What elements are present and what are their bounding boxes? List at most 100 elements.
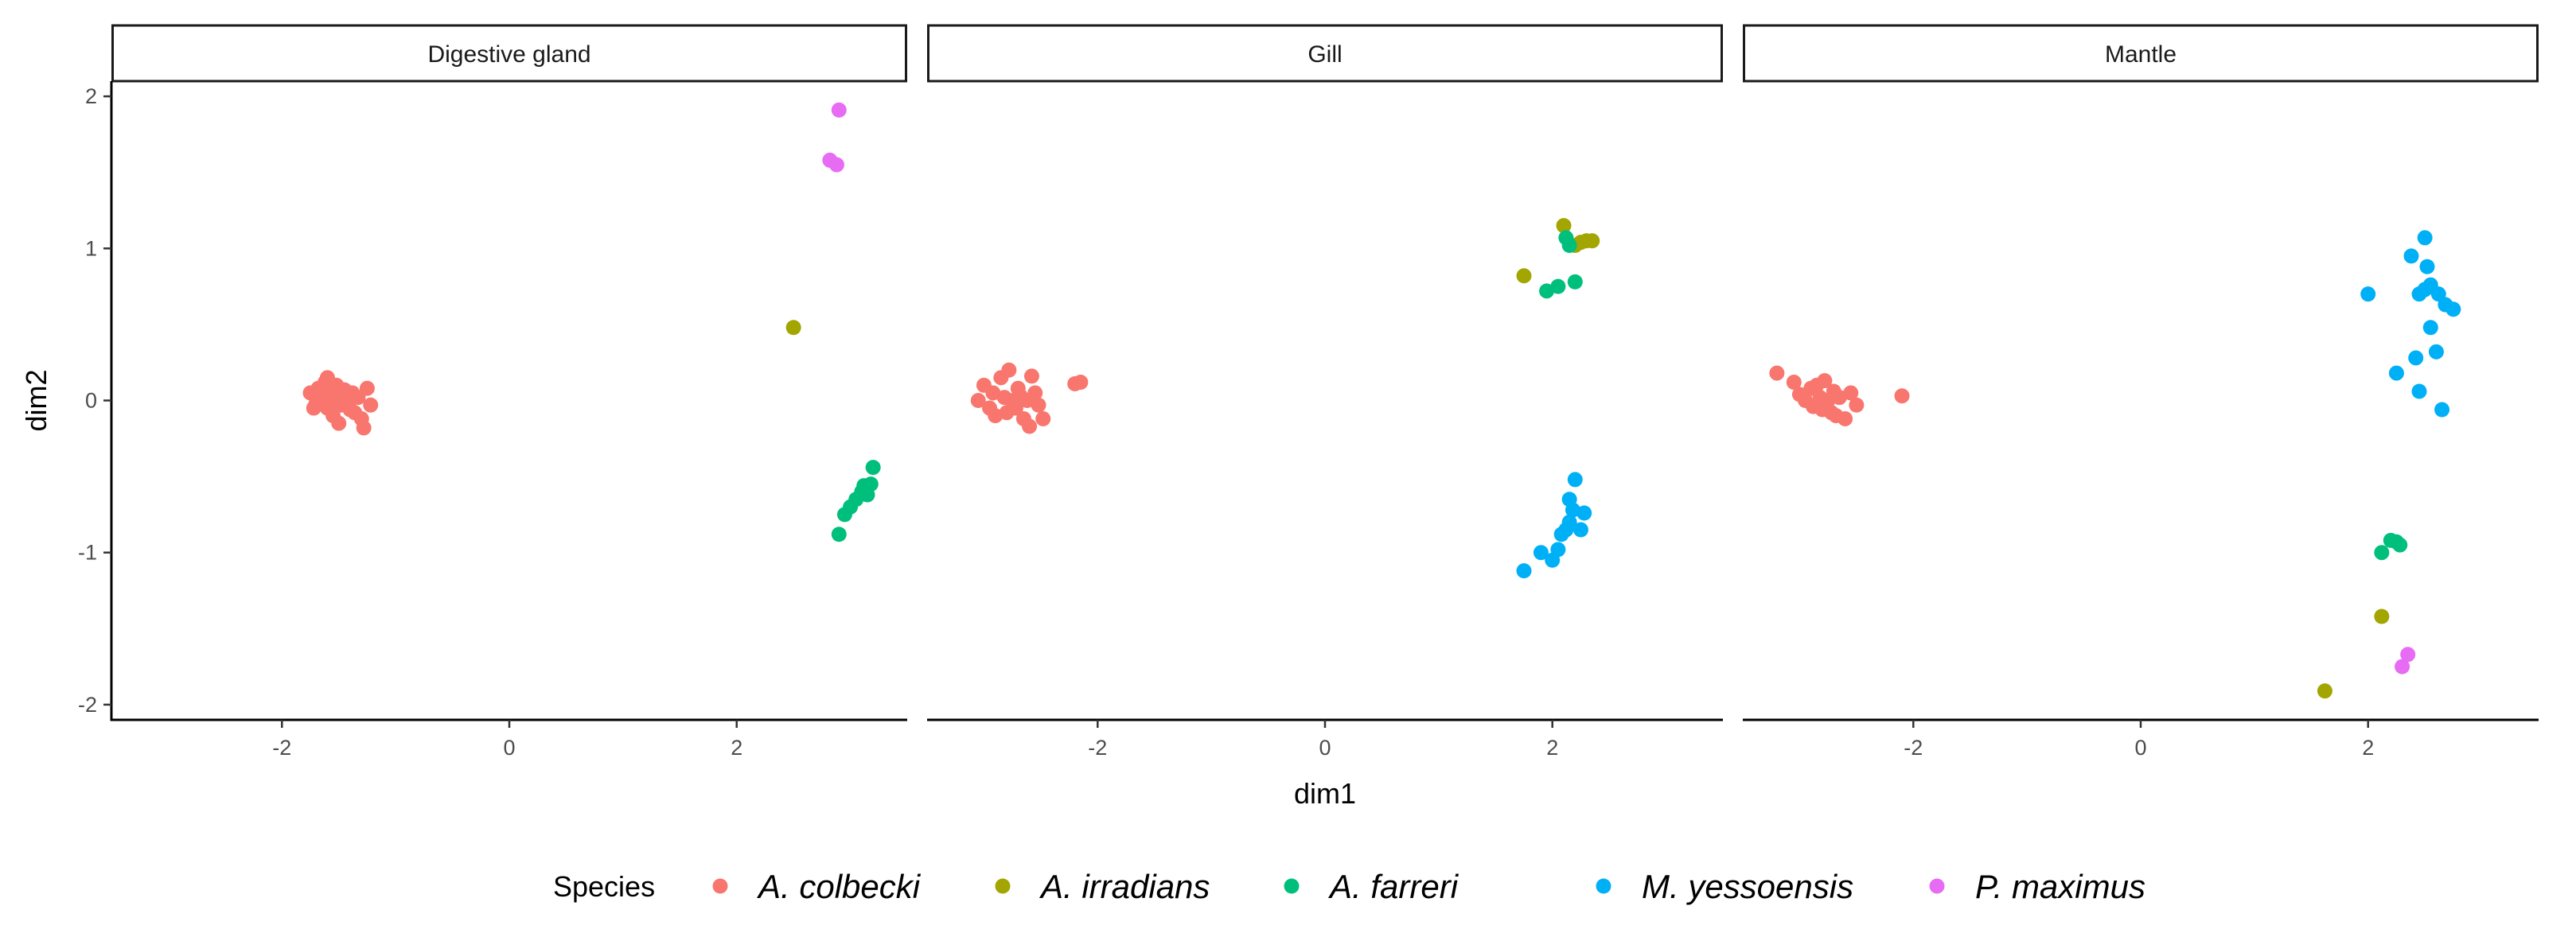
- data-point: [831, 102, 847, 118]
- data-point: [359, 380, 375, 396]
- data-point: [1007, 400, 1023, 416]
- legend-key: [1929, 878, 1945, 894]
- data-point: [2403, 248, 2419, 264]
- data-point: [1567, 472, 1583, 488]
- data-point: [1831, 390, 1847, 406]
- data-point: [1023, 368, 1039, 384]
- data-point: [2428, 344, 2444, 360]
- data-point: [1565, 502, 1580, 518]
- x-tick-label: 0: [1319, 736, 1331, 760]
- data-point: [2417, 230, 2433, 246]
- y-tick-label: -2: [78, 693, 97, 717]
- data-point: [988, 408, 1004, 424]
- data-point: [2374, 545, 2390, 561]
- legend-label: A. irradians: [1039, 868, 1210, 905]
- data-point: [1027, 385, 1043, 401]
- legend-key: [712, 878, 728, 894]
- data-point: [831, 527, 847, 542]
- legend: Species A. colbecki A. irradians A. farrer…: [553, 868, 2145, 905]
- x-tick-label: -2: [272, 736, 291, 760]
- data-point: [356, 420, 372, 436]
- data-point: [2360, 286, 2376, 302]
- facet-panel-2: Mantle -2 0 2: [1743, 24, 2539, 760]
- y-tick-label: 2: [85, 84, 97, 108]
- data-point: [1533, 545, 1549, 561]
- legend-key: [1284, 878, 1300, 894]
- legend-key: [995, 878, 1011, 894]
- data-point: [331, 415, 347, 431]
- data-point: [2408, 350, 2424, 366]
- facet-strip-label: Mantle: [2105, 41, 2177, 68]
- data-point: [2400, 647, 2416, 663]
- data-point: [1001, 362, 1017, 378]
- data-point: [1031, 397, 1046, 413]
- data-point: [863, 476, 879, 492]
- data-point: [1556, 218, 1572, 234]
- x-tick-label: 2: [731, 736, 742, 760]
- data-point: [306, 400, 322, 416]
- data-point: [2395, 659, 2410, 675]
- data-point: [2445, 301, 2461, 317]
- y-tick-label: 0: [85, 389, 97, 413]
- legend-key: [1596, 878, 1611, 894]
- data-point: [1516, 563, 1532, 579]
- data-point: [1022, 418, 1038, 434]
- data-point: [1837, 410, 1853, 426]
- data-point: [785, 320, 801, 336]
- data-point: [1894, 388, 1910, 404]
- legend-label: A. colbecki: [756, 868, 922, 905]
- data-point: [1584, 233, 1600, 249]
- data-point: [1073, 375, 1089, 391]
- data-point: [1550, 542, 1566, 558]
- facet-strip: [111, 24, 907, 83]
- data-point: [2411, 383, 2427, 399]
- y-tick-label: -1: [78, 541, 97, 565]
- data-point: [319, 370, 335, 386]
- data-point: [970, 393, 986, 408]
- data-point: [828, 157, 844, 173]
- y-axis-title: dim2: [20, 369, 53, 431]
- data-point: [1572, 522, 1588, 538]
- x-tick-label: -2: [1088, 736, 1107, 760]
- legend-label: M. yessoensis: [1642, 868, 1853, 905]
- data-point: [1567, 274, 1583, 290]
- data-point: [1561, 514, 1577, 530]
- data-point: [1849, 397, 1865, 413]
- data-point: [1817, 373, 1833, 389]
- x-tick-label: 0: [503, 736, 515, 760]
- data-point: [1516, 268, 1532, 284]
- facet-panels: Digestive gland -2 0 2 Gill -2 0 2 Mantle -2 0 2: [111, 24, 2539, 760]
- data-point: [2388, 365, 2404, 381]
- data-point: [1035, 410, 1051, 426]
- data-point: [1550, 278, 1566, 294]
- data-point: [2392, 537, 2408, 553]
- data-point: [1786, 375, 1802, 391]
- data-point: [1576, 505, 1592, 521]
- x-tick-label: 2: [2362, 736, 2374, 760]
- y-tick-label: 1: [85, 236, 97, 260]
- facet-strip-label: Digestive gland: [427, 41, 590, 68]
- data-point: [363, 397, 379, 413]
- x-tick-label: 2: [1546, 736, 1558, 760]
- facet-panel-0: Digestive gland -2 0 2: [111, 24, 907, 760]
- x-tick-label: 0: [2134, 736, 2146, 760]
- legend-label: P. maximus: [1975, 868, 2145, 905]
- data-point: [2374, 608, 2390, 624]
- data-point: [2419, 259, 2435, 274]
- data-point: [1843, 385, 1859, 401]
- facet-strip: [927, 24, 1723, 83]
- data-point: [2422, 320, 2438, 336]
- x-tick-label: -2: [1904, 736, 1923, 760]
- data-point: [1769, 365, 1785, 381]
- legend-title: Species: [553, 870, 655, 903]
- data-point: [1539, 283, 1555, 299]
- facet-strip: [1743, 24, 2539, 83]
- facet-strip-label: Gill: [1307, 41, 1342, 68]
- y-axis: 2 1 0 -1 -2: [78, 81, 113, 721]
- data-point: [865, 460, 881, 476]
- data-point: [2317, 683, 2332, 699]
- facet-panel-1: Gill -2 0 2: [927, 24, 1723, 760]
- data-point: [2434, 402, 2450, 418]
- data-point: [1561, 237, 1577, 253]
